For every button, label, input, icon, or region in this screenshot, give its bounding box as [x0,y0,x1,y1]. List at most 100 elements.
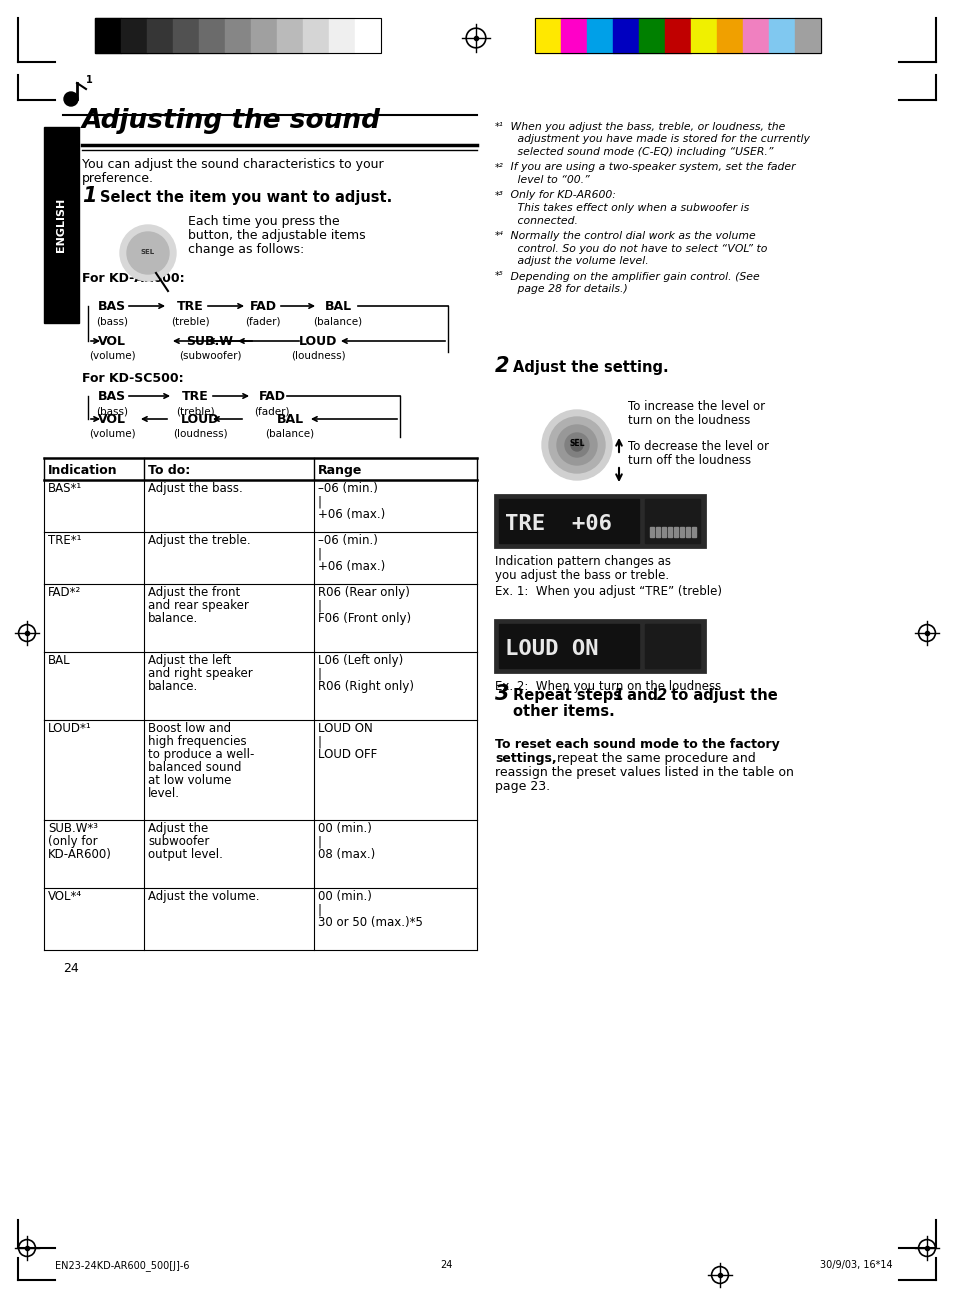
Text: Range: Range [317,465,362,477]
Text: level.: level. [148,787,180,800]
Bar [147,18,172,53]
Text: level to “00.”: level to “00.” [506,175,589,185]
Bar [95,18,380,53]
Bar [44,127,79,324]
Text: SUB.W: SUB.W [186,335,233,348]
Text: SEL: SEL [141,248,155,255]
Text: balance.: balance. [148,612,198,625]
Text: (treble): (treble) [171,316,209,326]
Text: adjust the volume level.: adjust the volume level. [506,256,648,267]
Text: *⁴: *⁴ [495,232,503,241]
Text: (treble): (treble) [175,406,214,415]
Bar [172,18,199,53]
Text: reassign the preset values listed in the table on: reassign the preset values listed in the… [495,766,793,779]
Text: Each time you press the: Each time you press the [188,215,339,228]
Text: subwoofer: subwoofer [148,835,209,848]
Text: KD-AR600): KD-AR600) [48,848,112,861]
Bar [649,527,654,537]
Text: adjustment you have made is stored for the currently: adjustment you have made is stored for t… [506,135,809,145]
Text: (fader): (fader) [254,406,290,415]
Text: Depending on the amplifier gain control. (See: Depending on the amplifier gain control.… [506,272,759,282]
Text: LOUD OFF: LOUD OFF [317,748,376,761]
Text: VOL: VOL [98,413,126,426]
Text: balanced sound: balanced sound [148,761,241,774]
Text: *⁵: *⁵ [495,272,503,282]
Text: control. So you do not have to select “VOL” to: control. So you do not have to select “V… [506,243,766,254]
Text: For KD-SC500:: For KD-SC500: [82,371,183,386]
Text: 24: 24 [439,1260,452,1269]
Text: *³: *³ [495,190,503,201]
Text: |: | [317,496,322,509]
Text: (volume): (volume) [89,430,135,439]
Text: 1: 1 [86,75,92,85]
Text: output level.: output level. [148,848,223,861]
Text: F06 (Front only): F06 (Front only) [317,612,411,625]
Text: |: | [317,735,322,748]
Text: BAL: BAL [48,653,71,666]
Text: 30/9/03, 16*14: 30/9/03, 16*14 [820,1260,892,1269]
Text: Adjust the front: Adjust the front [148,586,240,599]
Bar [535,18,560,53]
Text: 2: 2 [657,688,666,703]
Bar [303,18,329,53]
Text: FAD: FAD [250,300,276,313]
Text: Adjust the treble.: Adjust the treble. [148,534,251,547]
Text: 1: 1 [82,186,96,206]
Text: TRE: TRE [181,389,208,402]
Text: 1: 1 [613,688,622,703]
Text: LOUD: LOUD [298,335,336,348]
Bar [667,527,671,537]
Text: Adjust the setting.: Adjust the setting. [513,360,668,375]
Text: (volume): (volume) [89,351,135,361]
Bar [673,527,678,537]
Text: and: and [621,688,662,703]
Text: TRE*¹: TRE*¹ [48,534,81,547]
Text: When you adjust the bass, treble, or loudness, the: When you adjust the bass, treble, or lou… [506,122,784,132]
Text: high frequencies: high frequencies [148,735,247,748]
Text: ENGLISH: ENGLISH [56,198,67,252]
Bar [560,18,586,53]
Text: Select the item you want to adjust.: Select the item you want to adjust. [100,190,392,204]
Bar [717,18,742,53]
Text: L06 (Left only): L06 (Left only) [317,653,403,666]
Text: button, the adjustable items: button, the adjustable items [188,229,365,242]
Text: BAL: BAL [276,413,303,426]
Text: Indication: Indication [48,465,117,477]
Text: To decrease the level or: To decrease the level or [627,440,768,453]
Text: (fader): (fader) [245,316,280,326]
Text: page 28 for details.): page 28 for details.) [506,283,627,294]
Bar [691,527,696,537]
Text: TRE  +06: TRE +06 [504,514,612,534]
Text: BAS: BAS [98,300,126,313]
Bar [685,527,689,537]
Text: To increase the level or: To increase the level or [627,400,764,413]
Circle shape [564,433,588,457]
Text: LOUD ON: LOUD ON [317,722,373,735]
Text: You can adjust the sound characteristics to your: You can adjust the sound characteristics… [82,158,383,171]
Bar [794,18,821,53]
Circle shape [140,245,156,261]
Text: Adjust the volume.: Adjust the volume. [148,890,259,903]
Text: (loudness): (loudness) [291,351,345,361]
Text: To reset each sound mode to the factory: To reset each sound mode to the factory [495,738,779,751]
Text: To do:: To do: [148,465,190,477]
Text: LOUD ON: LOUD ON [504,639,598,659]
Bar [251,18,276,53]
Text: FAD*²: FAD*² [48,586,81,599]
Bar [664,18,690,53]
Bar [613,18,639,53]
Circle shape [548,417,604,474]
Bar [355,18,380,53]
Bar [535,18,821,53]
Text: |: | [317,903,322,916]
Text: 00 (min.): 00 (min.) [317,890,372,903]
Text: BAS*¹: BAS*¹ [48,481,82,496]
Text: This takes effect only when a subwoofer is: This takes effect only when a subwoofer … [506,203,748,214]
Text: change as follows:: change as follows: [188,243,304,256]
Circle shape [557,424,597,465]
Bar [199,18,225,53]
Text: selected sound mode (C-EQ) including “USER.”: selected sound mode (C-EQ) including “US… [506,148,773,157]
Text: SEL: SEL [569,440,584,449]
Text: R06 (Right only): R06 (Right only) [317,681,414,694]
Bar [644,624,700,668]
